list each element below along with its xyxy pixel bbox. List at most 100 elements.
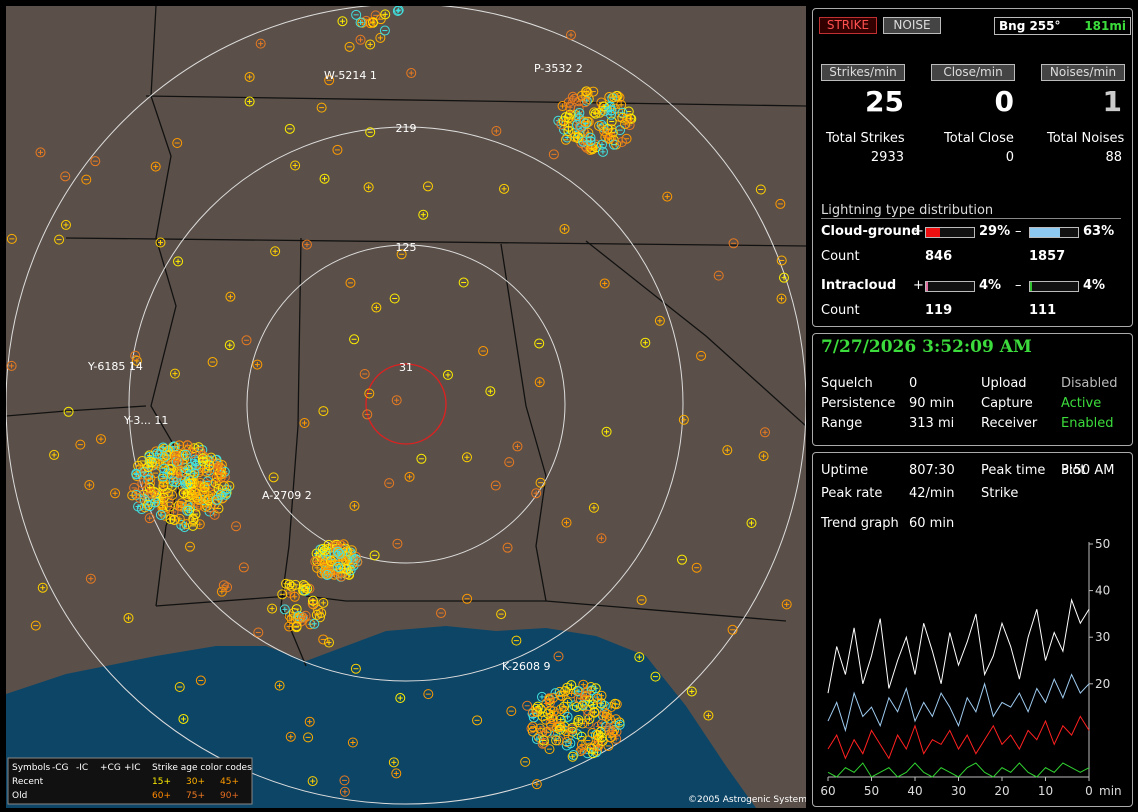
strike — [365, 18, 376, 29]
strike — [678, 414, 689, 425]
strike — [609, 92, 620, 103]
strike — [134, 492, 145, 503]
strike-ring — [599, 125, 610, 136]
strike — [267, 603, 278, 614]
strike — [346, 545, 357, 556]
strike-ring — [178, 713, 189, 724]
legend-text: Recent — [12, 777, 44, 787]
strike-ring — [604, 133, 615, 144]
strike-ring — [333, 561, 344, 572]
strike-ring — [624, 120, 635, 131]
strike — [391, 395, 402, 406]
strike — [369, 550, 380, 561]
strike-ring — [85, 573, 96, 584]
strike — [238, 562, 249, 573]
stat: Plot — [1061, 463, 1086, 478]
strike-ring — [319, 173, 330, 184]
strike — [607, 93, 618, 104]
strike-ring — [416, 453, 427, 464]
strike — [202, 476, 213, 487]
strike-ring — [184, 541, 195, 552]
strike-ring — [380, 9, 391, 20]
strike — [615, 125, 626, 136]
strike — [574, 107, 585, 118]
strike — [555, 721, 566, 732]
strike-ring — [589, 707, 600, 718]
strike-ring — [537, 711, 548, 722]
strike-ring — [300, 610, 311, 621]
strike-ring — [49, 449, 60, 460]
strike — [722, 445, 733, 456]
strike — [590, 108, 601, 119]
strike-ring — [560, 726, 571, 737]
stat: Strike — [981, 486, 1019, 501]
legend: Symbols -CG -IC +CG +IC Strike age color… — [7, 757, 253, 805]
strike-ring — [636, 594, 647, 605]
strike-ring — [379, 25, 390, 36]
strike — [596, 533, 607, 544]
strike-ring — [776, 255, 787, 266]
strike-ring — [634, 652, 645, 663]
strike-ring — [640, 337, 651, 348]
strike-ring — [221, 484, 232, 495]
strike-ring — [158, 477, 169, 488]
strike — [568, 749, 579, 760]
strike-ring — [588, 502, 599, 513]
strike — [586, 743, 597, 754]
strike-ring — [6, 360, 17, 371]
strike — [147, 488, 158, 499]
strike — [170, 451, 181, 462]
strike — [565, 29, 576, 40]
legend-box — [7, 757, 253, 805]
strike — [123, 613, 134, 624]
counters-panel: STRIKE NOISE Bng 255° 181mi Strikes/min C… — [812, 8, 1133, 327]
strike-ring — [301, 239, 312, 250]
strike-ring — [504, 457, 515, 468]
strike — [301, 239, 312, 250]
strike — [555, 704, 566, 715]
strike — [553, 651, 564, 662]
strike-ring — [350, 553, 361, 564]
strike — [277, 589, 288, 600]
strike — [534, 377, 545, 388]
rate: 0 — [994, 85, 1014, 118]
strike — [207, 357, 218, 368]
strike-ring — [318, 634, 329, 645]
strike-ring — [527, 726, 538, 737]
strike — [324, 75, 335, 86]
strike — [512, 441, 523, 452]
strike-ring — [169, 368, 180, 379]
strike — [179, 522, 190, 533]
strike — [566, 680, 577, 691]
strike-ring — [365, 18, 376, 29]
legend-text: +CG — [100, 763, 121, 773]
strike — [544, 744, 555, 755]
strike-ring — [300, 581, 311, 592]
strike-ring — [520, 756, 531, 767]
strike-button[interactable]: STRIKE — [819, 17, 877, 34]
strike-ring — [359, 368, 370, 379]
noise-button[interactable]: NOISE — [883, 17, 941, 34]
x-tick-label: 30 — [951, 784, 966, 798]
total: 0 — [1005, 150, 1014, 165]
strike-ring — [317, 543, 328, 554]
strike-ring — [577, 700, 588, 711]
stat: 3:50 AM — [1061, 463, 1115, 478]
strike — [310, 556, 321, 567]
strike — [172, 138, 183, 149]
strike-ring — [268, 472, 279, 483]
strike-ring — [686, 686, 697, 697]
strike-ring — [134, 492, 145, 503]
strike — [224, 340, 235, 351]
strike — [187, 520, 198, 531]
setting: 90 min — [909, 396, 955, 411]
strike — [318, 597, 329, 608]
strike — [309, 618, 320, 629]
strike-ring — [267, 603, 278, 614]
strike — [299, 418, 310, 429]
strike-ring — [595, 726, 606, 737]
strike-ring — [298, 612, 309, 623]
strike-ring — [182, 440, 193, 451]
strike-ring — [557, 101, 568, 112]
strike-ring — [174, 682, 185, 692]
